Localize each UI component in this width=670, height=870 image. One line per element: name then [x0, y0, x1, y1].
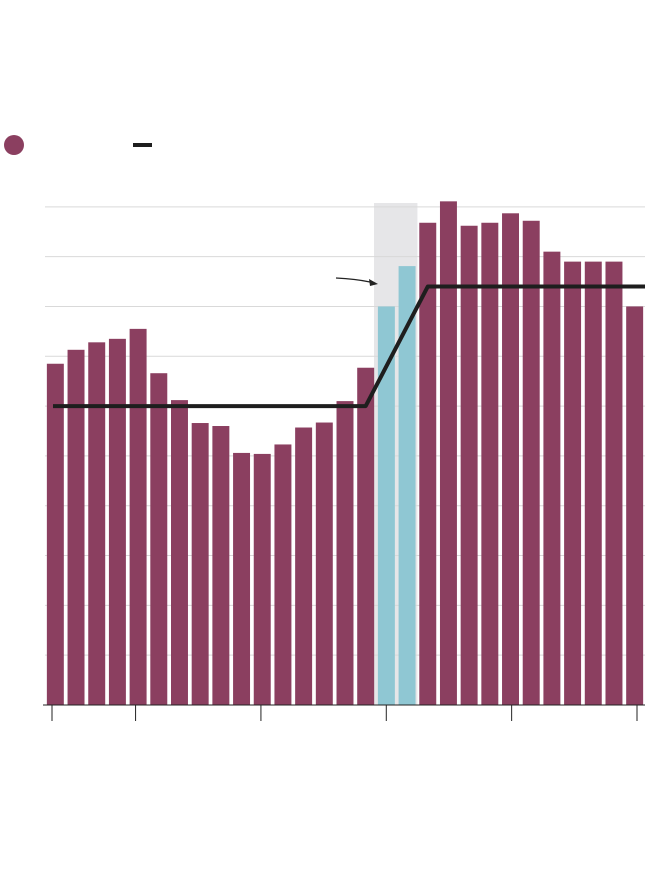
trend-line: [53, 284, 645, 409]
bar: [150, 373, 168, 705]
bar: [274, 444, 292, 705]
annotation-arrow-head: [369, 279, 378, 286]
bar: [439, 201, 457, 705]
bar-highlighted: [377, 306, 395, 705]
x-axis: [43, 704, 645, 721]
bar: [253, 453, 271, 705]
legend-line-marker: [133, 143, 152, 147]
bar: [564, 261, 582, 705]
bar: [481, 222, 499, 705]
bar: [108, 338, 126, 705]
bar: [46, 363, 64, 705]
bar: [336, 401, 354, 705]
bar: [584, 261, 602, 705]
bar: [171, 400, 188, 705]
bar: [212, 426, 230, 705]
bar: [295, 427, 313, 705]
bar: [67, 349, 85, 705]
legend: [4, 135, 152, 155]
bar: [357, 367, 375, 705]
bars: [46, 201, 644, 705]
bar: [522, 220, 540, 705]
annotation-arrow: [335, 277, 378, 286]
bar: [315, 422, 333, 705]
bar: [233, 452, 251, 705]
bar: [88, 342, 106, 705]
bar: [626, 306, 644, 705]
bar: [419, 222, 437, 705]
bar: [543, 251, 561, 705]
bar: [502, 213, 519, 705]
legend-bar-marker: [4, 135, 24, 155]
annotation-arrow-line: [335, 277, 371, 283]
bar: [460, 225, 478, 705]
bar: [605, 261, 623, 705]
bar-highlighted: [398, 266, 416, 705]
bar: [191, 423, 209, 705]
bar: [129, 328, 147, 705]
trend-line-path: [53, 284, 645, 409]
